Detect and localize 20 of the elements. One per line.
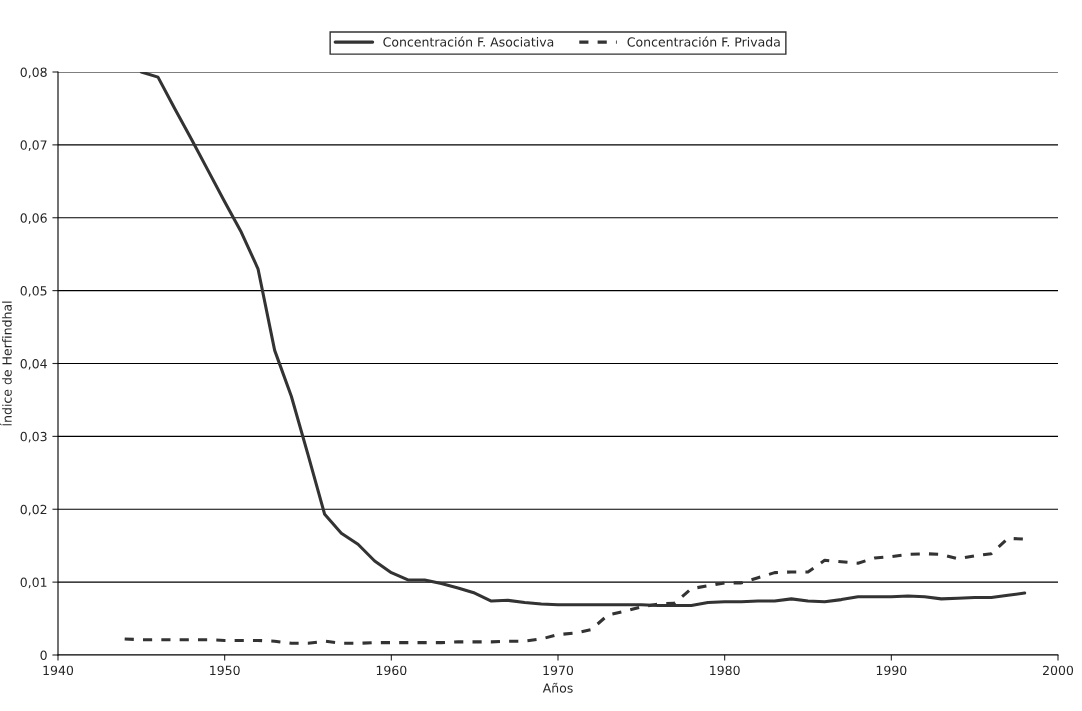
- y-tick-label: 0,04: [20, 358, 47, 370]
- y-tick-label: 0: [40, 650, 47, 660]
- legend-label: Concentración F. Asociativa: [383, 36, 554, 47]
- x-tick-label: 1970: [543, 665, 574, 676]
- y-tick-label: 0,07: [20, 140, 47, 152]
- y-tick-label: 0,06: [20, 213, 47, 224]
- x-tick-label: 1950: [210, 665, 240, 676]
- x-axis-title: Años: [542, 682, 573, 693]
- x-tick-label: 2000: [1043, 665, 1074, 676]
- y-tick-label: 0,02: [20, 504, 47, 516]
- y-tick-label: 0,05: [20, 286, 47, 297]
- legend-label: Concentración F. Privada: [627, 36, 780, 47]
- x-tick-label: 1980: [710, 665, 740, 676]
- y-axis-title: Índice de Herfindhal: [0, 301, 12, 426]
- x-tick-label: 1990: [876, 665, 907, 676]
- x-tick-label: 1940: [43, 665, 74, 676]
- y-tick-label: 0,01: [20, 577, 47, 589]
- y-tick-label: 0,08: [20, 67, 47, 79]
- y-tick-label: 0,03: [20, 431, 47, 443]
- x-tick-label: 1960: [376, 665, 407, 676]
